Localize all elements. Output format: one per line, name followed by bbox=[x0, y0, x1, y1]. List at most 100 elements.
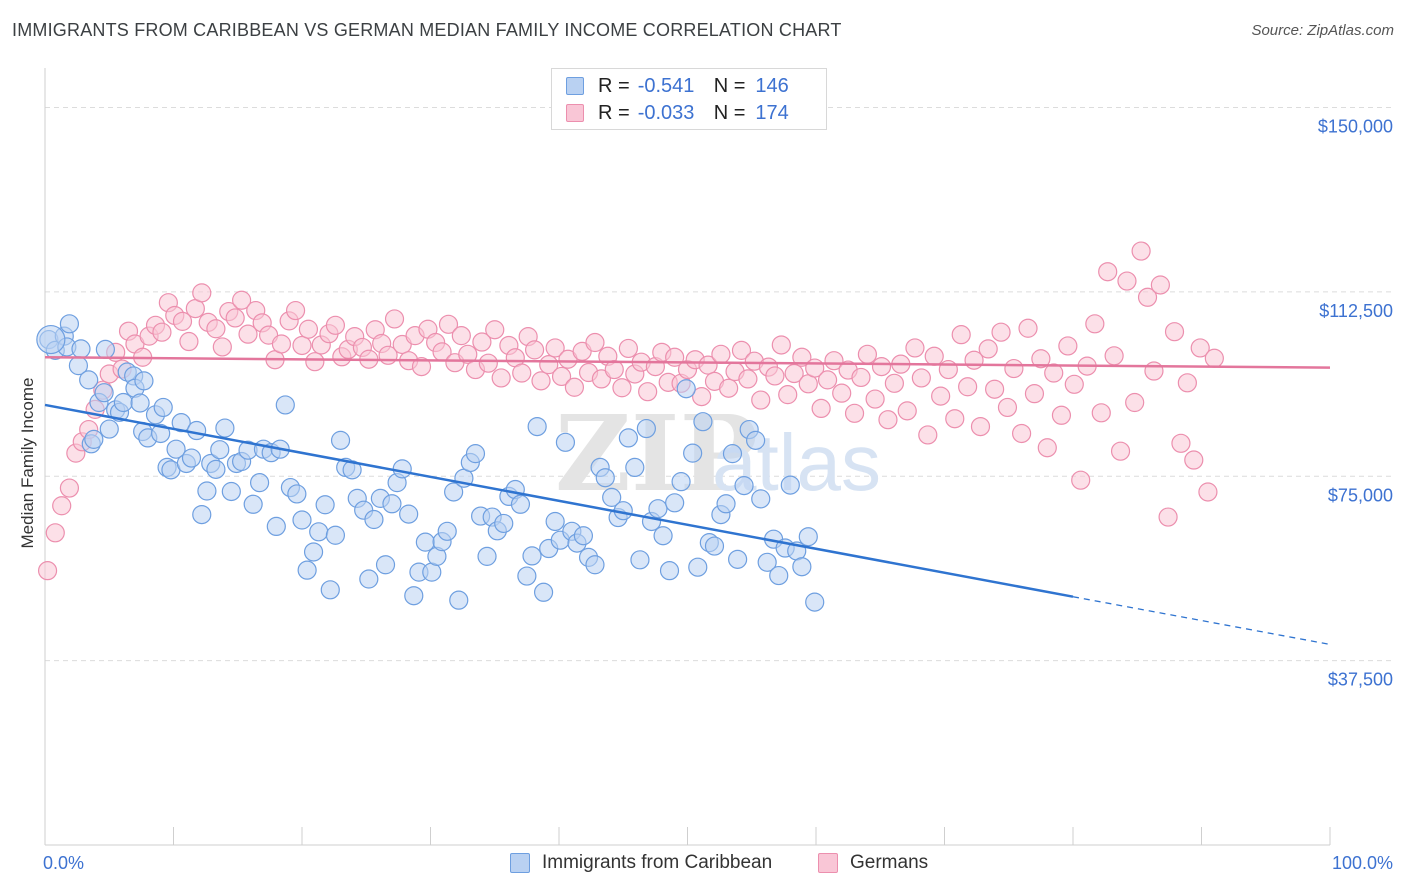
germans-point bbox=[1018, 318, 1038, 338]
germans-point bbox=[591, 369, 612, 389]
germans-point bbox=[37, 561, 58, 581]
germans-point bbox=[778, 385, 798, 405]
watermark-atlas: atlas bbox=[712, 418, 881, 507]
caribbean-point bbox=[527, 416, 547, 437]
caribbean-point bbox=[375, 555, 396, 575]
caribbean-point bbox=[243, 494, 263, 514]
caribbean-point bbox=[382, 494, 402, 514]
germans-point bbox=[711, 344, 731, 364]
caribbean-point bbox=[364, 509, 384, 530]
germans-point bbox=[638, 382, 658, 402]
germans-point bbox=[1098, 262, 1118, 282]
bottom-legend-label-germans: Germans bbox=[850, 852, 929, 873]
germans-point bbox=[325, 315, 346, 335]
caribbean-point bbox=[297, 560, 317, 580]
germans-point bbox=[438, 314, 459, 334]
germans-point bbox=[997, 397, 1018, 418]
x-tick-label-max: 100.0% bbox=[1332, 853, 1393, 873]
germans-point bbox=[878, 410, 898, 430]
germans-point bbox=[305, 352, 325, 372]
germans-point bbox=[1164, 322, 1185, 342]
caribbean-point bbox=[618, 428, 638, 448]
bottom-legend-label-caribbean: Immigrants from Caribbean bbox=[542, 852, 773, 873]
legend-swatch-germans bbox=[566, 104, 584, 122]
y-tick-label: $75,000 bbox=[1328, 485, 1393, 505]
caribbean-point bbox=[134, 371, 154, 391]
caribbean-point bbox=[95, 339, 115, 359]
germans-point bbox=[206, 319, 226, 339]
caribbean-point bbox=[751, 489, 771, 509]
caribbean-point bbox=[153, 397, 173, 418]
legend-row-caribbean: R = -0.541 N = 146 bbox=[566, 73, 789, 99]
caribbean-point bbox=[210, 440, 230, 460]
germans-point bbox=[1085, 314, 1105, 334]
caribbean-point-large bbox=[36, 324, 66, 355]
bottom-legend-germans: Germans bbox=[818, 852, 928, 874]
caribbean-point bbox=[404, 586, 424, 606]
caribbean-point bbox=[630, 550, 650, 570]
germans-point bbox=[1204, 348, 1224, 368]
germans-point bbox=[298, 319, 319, 339]
germans-point bbox=[179, 331, 199, 352]
germans-point bbox=[1190, 338, 1210, 358]
caribbean-point bbox=[517, 566, 537, 586]
germans-point bbox=[612, 378, 632, 398]
germans-point bbox=[1031, 349, 1051, 369]
caribbean-point bbox=[522, 546, 542, 566]
caribbean-point bbox=[275, 395, 295, 415]
caribbean-point bbox=[215, 418, 235, 438]
germans-point bbox=[1198, 482, 1218, 502]
germans-point bbox=[491, 368, 511, 388]
germans-point bbox=[472, 332, 492, 352]
germans-point bbox=[811, 398, 831, 418]
germans-point bbox=[1184, 450, 1204, 470]
germans-point bbox=[59, 478, 80, 498]
caribbean-point bbox=[342, 460, 362, 480]
caribbean-point bbox=[130, 393, 150, 413]
caribbean-point bbox=[94, 383, 114, 403]
legend-box: R = -0.541 N = 146 R = -0.033 N = 174 bbox=[551, 68, 827, 130]
germans-point bbox=[832, 383, 852, 403]
caribbean-point bbox=[392, 459, 412, 479]
germans-point bbox=[951, 325, 971, 345]
caribbean-point bbox=[309, 522, 329, 542]
caribbean-point bbox=[315, 495, 335, 515]
caribbean-point bbox=[510, 494, 531, 514]
germans-point bbox=[1158, 507, 1178, 527]
germans-point bbox=[991, 322, 1011, 342]
germans-point bbox=[958, 377, 978, 397]
caribbean-point bbox=[206, 459, 226, 479]
caribbean-point bbox=[769, 565, 789, 586]
germans-point bbox=[271, 334, 292, 354]
legend-row-germans: R = -0.033 N = 174 bbox=[566, 100, 789, 126]
caribbean-point bbox=[757, 552, 777, 572]
caribbean-point bbox=[573, 526, 594, 546]
germans-point bbox=[545, 338, 565, 358]
germans-point bbox=[865, 389, 885, 409]
caribbean-point bbox=[303, 542, 324, 562]
germans-point bbox=[585, 332, 605, 353]
chart-title: IMMIGRANTS FROM CARIBBEAN VS GERMAN MEDI… bbox=[12, 20, 842, 40]
legend-n-value-germans: 174 bbox=[755, 101, 789, 124]
germans-point bbox=[1091, 403, 1111, 423]
germans-point bbox=[1117, 271, 1137, 291]
legend-n-label: N = bbox=[713, 74, 746, 97]
caribbean-point bbox=[545, 511, 565, 532]
caribbean-point bbox=[266, 516, 286, 537]
y-axis-title: Median Family Income bbox=[18, 377, 37, 548]
axis-layer bbox=[44, 68, 1331, 846]
germans-point bbox=[924, 346, 944, 366]
caribbean-point bbox=[648, 499, 668, 519]
germans-point bbox=[172, 311, 193, 331]
caribbean-point bbox=[192, 504, 212, 525]
germans-point bbox=[384, 309, 405, 329]
germans-point bbox=[152, 322, 172, 342]
caribbean-point bbox=[99, 419, 119, 439]
germans-point bbox=[1177, 373, 1197, 393]
chart-source: Source: ZipAtlas.com bbox=[1251, 22, 1394, 39]
y-tick-label: $150,000 bbox=[1318, 117, 1393, 137]
caribbean-point bbox=[625, 457, 645, 477]
germans-point bbox=[1024, 384, 1045, 404]
germans-point bbox=[212, 337, 232, 357]
bottom-legend: Immigrants from Caribbean Germans bbox=[0, 852, 1406, 878]
